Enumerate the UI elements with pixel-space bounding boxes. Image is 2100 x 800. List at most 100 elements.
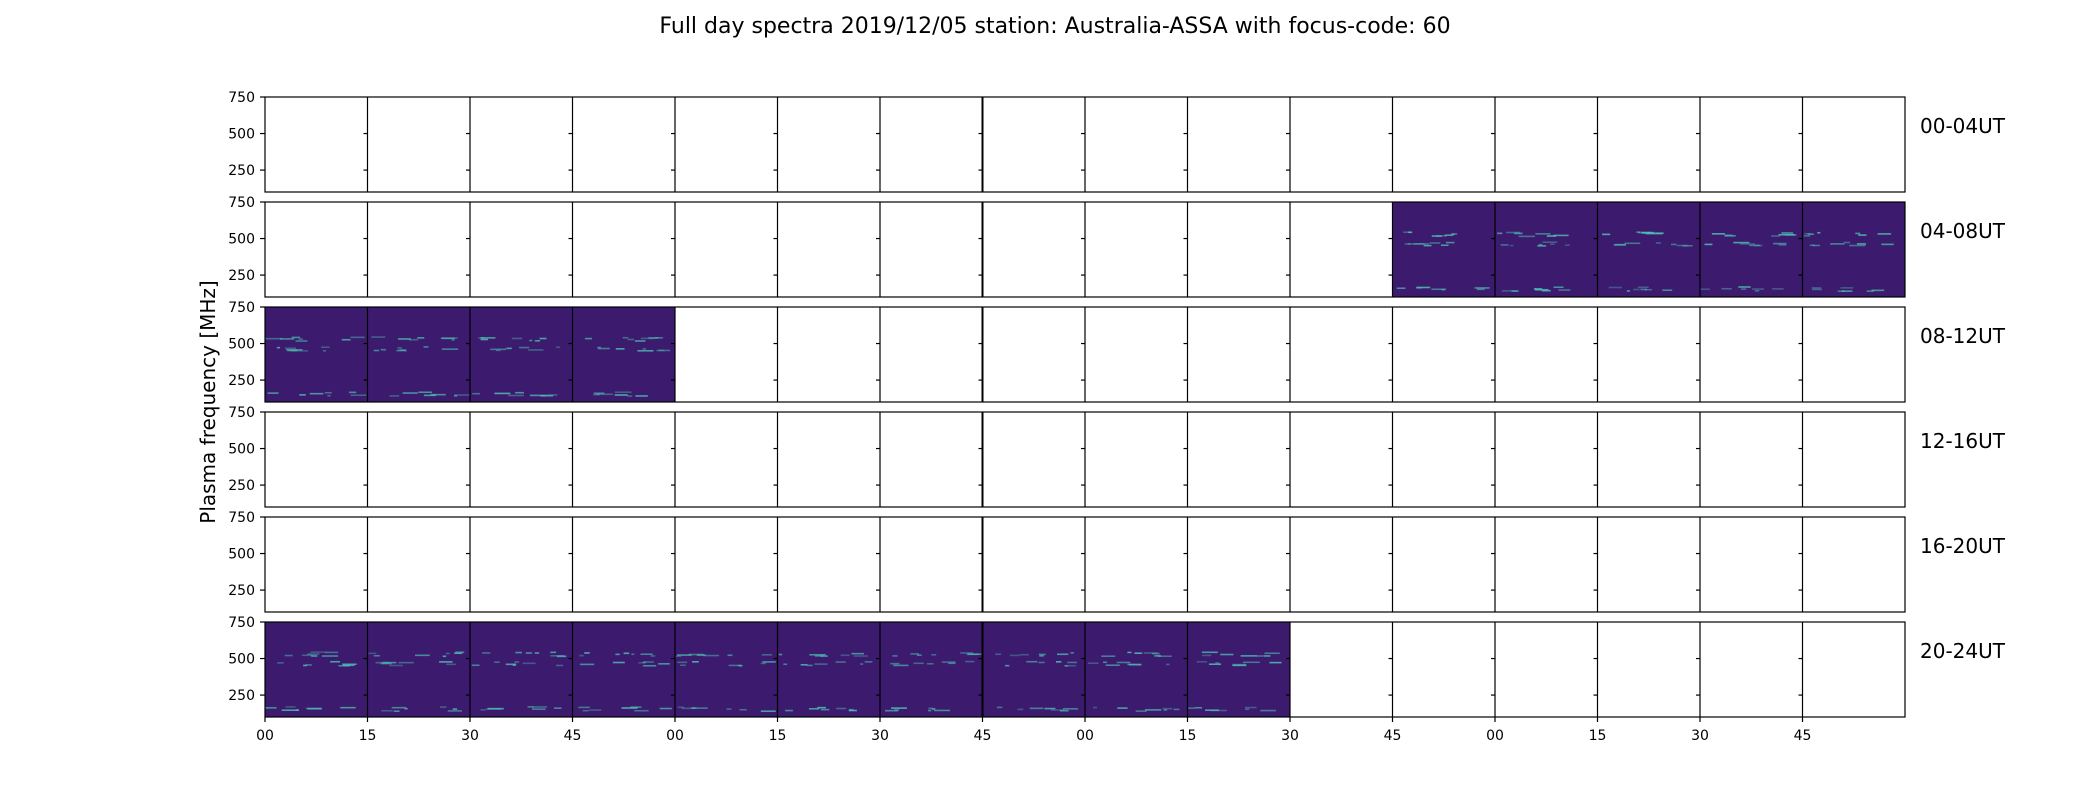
spectral-line xyxy=(404,707,408,710)
spectral-line xyxy=(1413,243,1429,245)
spectral-line xyxy=(1093,706,1098,709)
spectral-line xyxy=(1044,707,1056,710)
spectrum-cell xyxy=(1700,202,1803,297)
spectral-line xyxy=(1534,288,1549,291)
spectral-line xyxy=(508,394,524,397)
y-axis-label: Plasma frequency [MHz] xyxy=(196,280,220,523)
panel-row-12-16UT: 750 500 250 12-16UT xyxy=(228,405,2006,508)
spectral-line xyxy=(380,662,392,665)
spectral-line xyxy=(928,709,932,712)
spectral-line xyxy=(396,349,407,352)
spectral-line xyxy=(305,707,322,710)
spectral-line xyxy=(634,340,646,342)
spectral-line xyxy=(1533,288,1543,290)
spectral-line xyxy=(490,348,507,351)
spectral-line xyxy=(546,394,558,396)
spectral-line xyxy=(1162,707,1173,710)
spectral-line xyxy=(1004,664,1010,667)
spectrum-cell xyxy=(982,622,1085,717)
spectral-line xyxy=(622,336,629,339)
y-tick-label: 250 xyxy=(228,478,255,494)
spectral-line xyxy=(522,662,536,665)
spectral-line xyxy=(913,662,924,665)
spectral-line xyxy=(417,337,425,339)
y-tick-label: 750 xyxy=(228,300,255,316)
spectral-line xyxy=(728,664,741,667)
spectral-line xyxy=(1102,661,1108,664)
spectral-line xyxy=(446,663,456,666)
spectral-line xyxy=(853,655,868,657)
spectral-line xyxy=(642,664,657,667)
spectral-line xyxy=(931,708,936,710)
spectral-line xyxy=(349,391,357,394)
spectral-line xyxy=(1781,232,1794,234)
spectral-line xyxy=(285,347,296,350)
spectral-line xyxy=(739,708,747,711)
spectral-line xyxy=(322,350,327,352)
spectral-line xyxy=(380,348,386,351)
spectral-line xyxy=(1676,244,1688,247)
spectral-line xyxy=(680,664,686,667)
spectral-line xyxy=(681,707,696,710)
spectral-line xyxy=(534,652,540,654)
spectral-line xyxy=(1009,654,1020,657)
spectral-line xyxy=(1724,235,1736,237)
spectral-line xyxy=(817,706,826,709)
spectral-line xyxy=(324,391,332,394)
spectral-line xyxy=(539,337,547,340)
spectral-line xyxy=(321,346,330,349)
spectral-line xyxy=(391,706,406,709)
spectrum-cell xyxy=(675,622,778,717)
spectral-line xyxy=(820,708,830,711)
spectral-line xyxy=(778,653,783,656)
spectral-line xyxy=(806,664,813,667)
panel-row-00-04UT: 750 500 250 00-04UT xyxy=(228,90,2006,193)
chart-title: Full day spectra 2019/12/05 station: Aus… xyxy=(659,14,1450,39)
spectral-line xyxy=(291,350,309,352)
spectrum-cell xyxy=(1187,622,1290,717)
spectral-line xyxy=(295,340,308,342)
y-tick-label: 500 xyxy=(228,442,255,458)
spectral-line xyxy=(1751,288,1765,290)
spectral-line xyxy=(409,338,419,341)
spectral-line xyxy=(494,661,500,664)
spectral-line xyxy=(1059,709,1069,712)
spectral-line xyxy=(584,337,593,340)
spectral-line xyxy=(1700,288,1710,291)
spectral-line xyxy=(480,337,496,339)
spectral-line xyxy=(1019,653,1029,656)
spectral-line xyxy=(1640,288,1647,291)
spectral-line xyxy=(727,654,733,657)
spectral-line xyxy=(642,348,646,350)
spectral-line xyxy=(1444,234,1454,236)
spectral-line xyxy=(321,655,339,657)
spectral-line xyxy=(454,652,463,655)
spectral-line xyxy=(1811,287,1821,289)
spectral-line xyxy=(1509,244,1514,247)
x-tick-label: 30 xyxy=(871,728,889,744)
spectral-line xyxy=(1127,651,1132,654)
spectral-line xyxy=(1423,244,1432,247)
spectral-line xyxy=(1451,233,1458,235)
spectral-line xyxy=(1785,234,1797,236)
spectral-line xyxy=(1135,710,1147,712)
spectral-line xyxy=(648,337,659,339)
spectral-line xyxy=(1553,286,1564,289)
spectral-line xyxy=(1773,242,1787,245)
spectral-line xyxy=(864,661,873,663)
spectral-line xyxy=(1151,652,1160,655)
spectral-line xyxy=(760,710,776,713)
spectral-line xyxy=(1811,288,1822,291)
spectral-line xyxy=(656,349,671,352)
spectral-line xyxy=(512,664,516,666)
spectral-line xyxy=(1877,233,1892,235)
spectral-line xyxy=(726,708,732,710)
spectral-line xyxy=(1645,232,1663,235)
spectrum-cell xyxy=(572,307,675,402)
spectral-line xyxy=(621,707,638,709)
spectral-line xyxy=(703,654,720,657)
spectral-line xyxy=(1778,244,1787,246)
spectral-line xyxy=(1881,243,1894,246)
spectral-line xyxy=(430,393,446,396)
spectral-line xyxy=(1535,233,1551,235)
